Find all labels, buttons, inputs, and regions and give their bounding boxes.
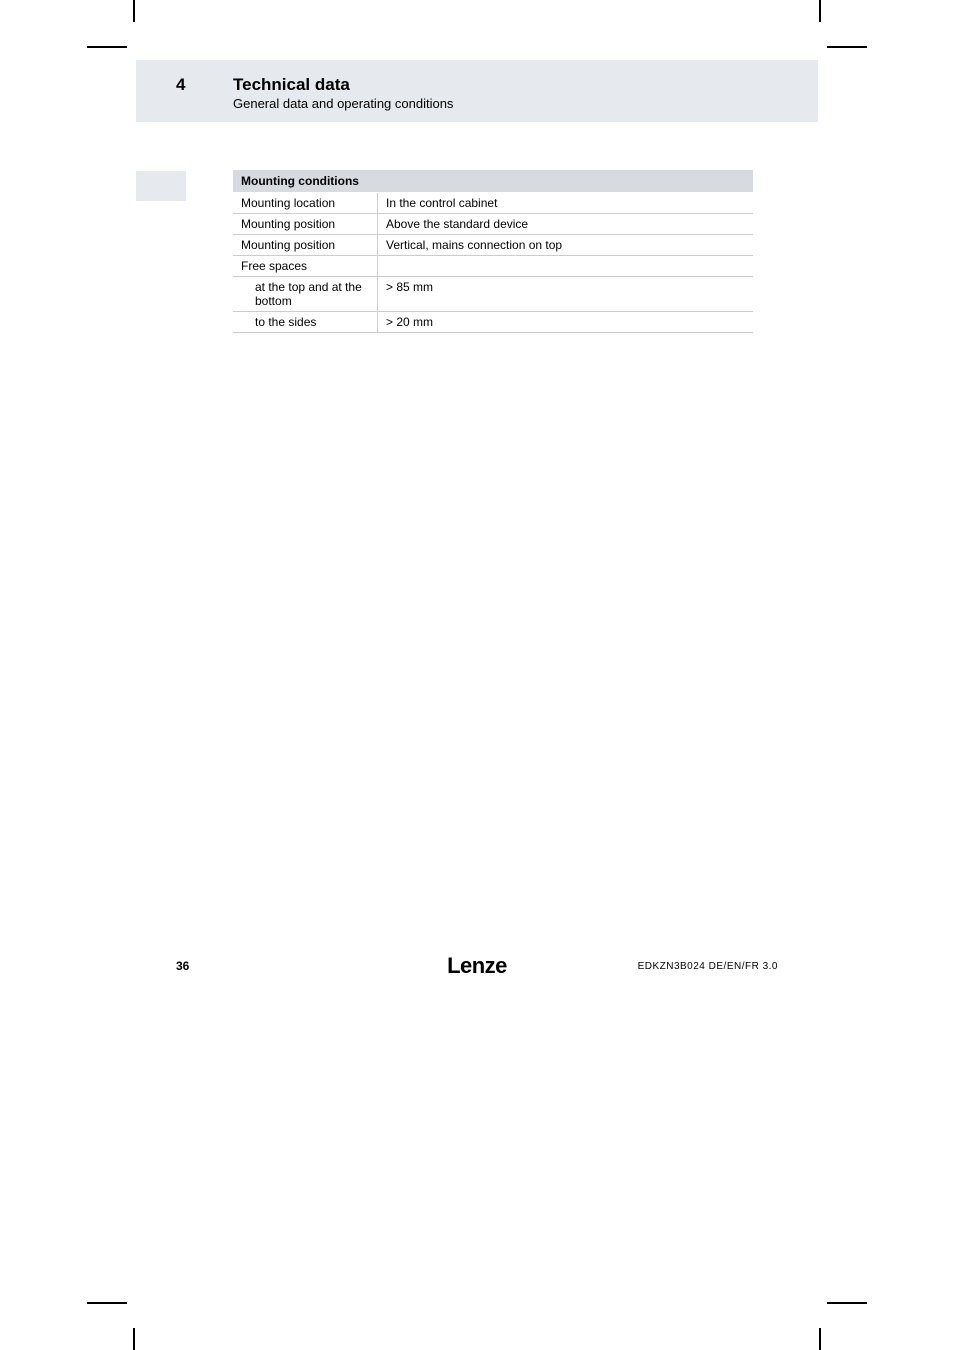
chapter-subtitle: General data and operating conditions [233, 96, 453, 111]
table-cell-label: at the top and at the bottom [233, 277, 378, 311]
mounting-conditions-table: Mounting conditions Mounting location In… [233, 170, 753, 333]
table-cell-label: Free spaces [233, 256, 378, 276]
crop-mark [87, 46, 127, 48]
page-footer: 36 Lenze EDKZN3B024 DE/EN/FR 3.0 [136, 953, 818, 983]
table-row: Mounting position Above the standard dev… [233, 214, 753, 235]
crop-mark [819, 1328, 821, 1350]
chapter-title: Technical data [233, 75, 350, 95]
table-cell-value: Above the standard device [378, 214, 753, 234]
table-cell-value: In the control cabinet [378, 193, 753, 213]
table-cell-label: Mounting position [233, 235, 378, 255]
table-row: Free spaces [233, 256, 753, 277]
table-cell-value: Vertical, mains connection on top [378, 235, 753, 255]
document-code: EDKZN3B024 DE/EN/FR 3.0 [638, 961, 778, 972]
table-row: Mounting location In the control cabinet [233, 193, 753, 214]
margin-tab [136, 171, 186, 201]
table-row: to the sides > 20 mm [233, 312, 753, 333]
table-row: at the top and at the bottom > 85 mm [233, 277, 753, 312]
crop-mark [133, 1328, 135, 1350]
brand-logo: Lenze [447, 953, 507, 979]
crop-mark [827, 46, 867, 48]
crop-mark [133, 0, 135, 22]
table-cell-label: Mounting location [233, 193, 378, 213]
table-cell-value: > 85 mm [378, 277, 753, 311]
crop-mark [827, 1302, 867, 1304]
crop-mark [819, 0, 821, 22]
table-row: Mounting position Vertical, mains connec… [233, 235, 753, 256]
table-cell-label: Mounting position [233, 214, 378, 234]
chapter-number: 4 [176, 75, 185, 95]
table-cell-value [378, 256, 753, 276]
table-cell-value: > 20 mm [378, 312, 753, 332]
crop-mark [87, 1302, 127, 1304]
table-cell-label: to the sides [233, 312, 378, 332]
chapter-header: 4 Technical data General data and operat… [136, 60, 818, 122]
table-header: Mounting conditions [233, 170, 753, 193]
page-number: 36 [176, 959, 189, 973]
